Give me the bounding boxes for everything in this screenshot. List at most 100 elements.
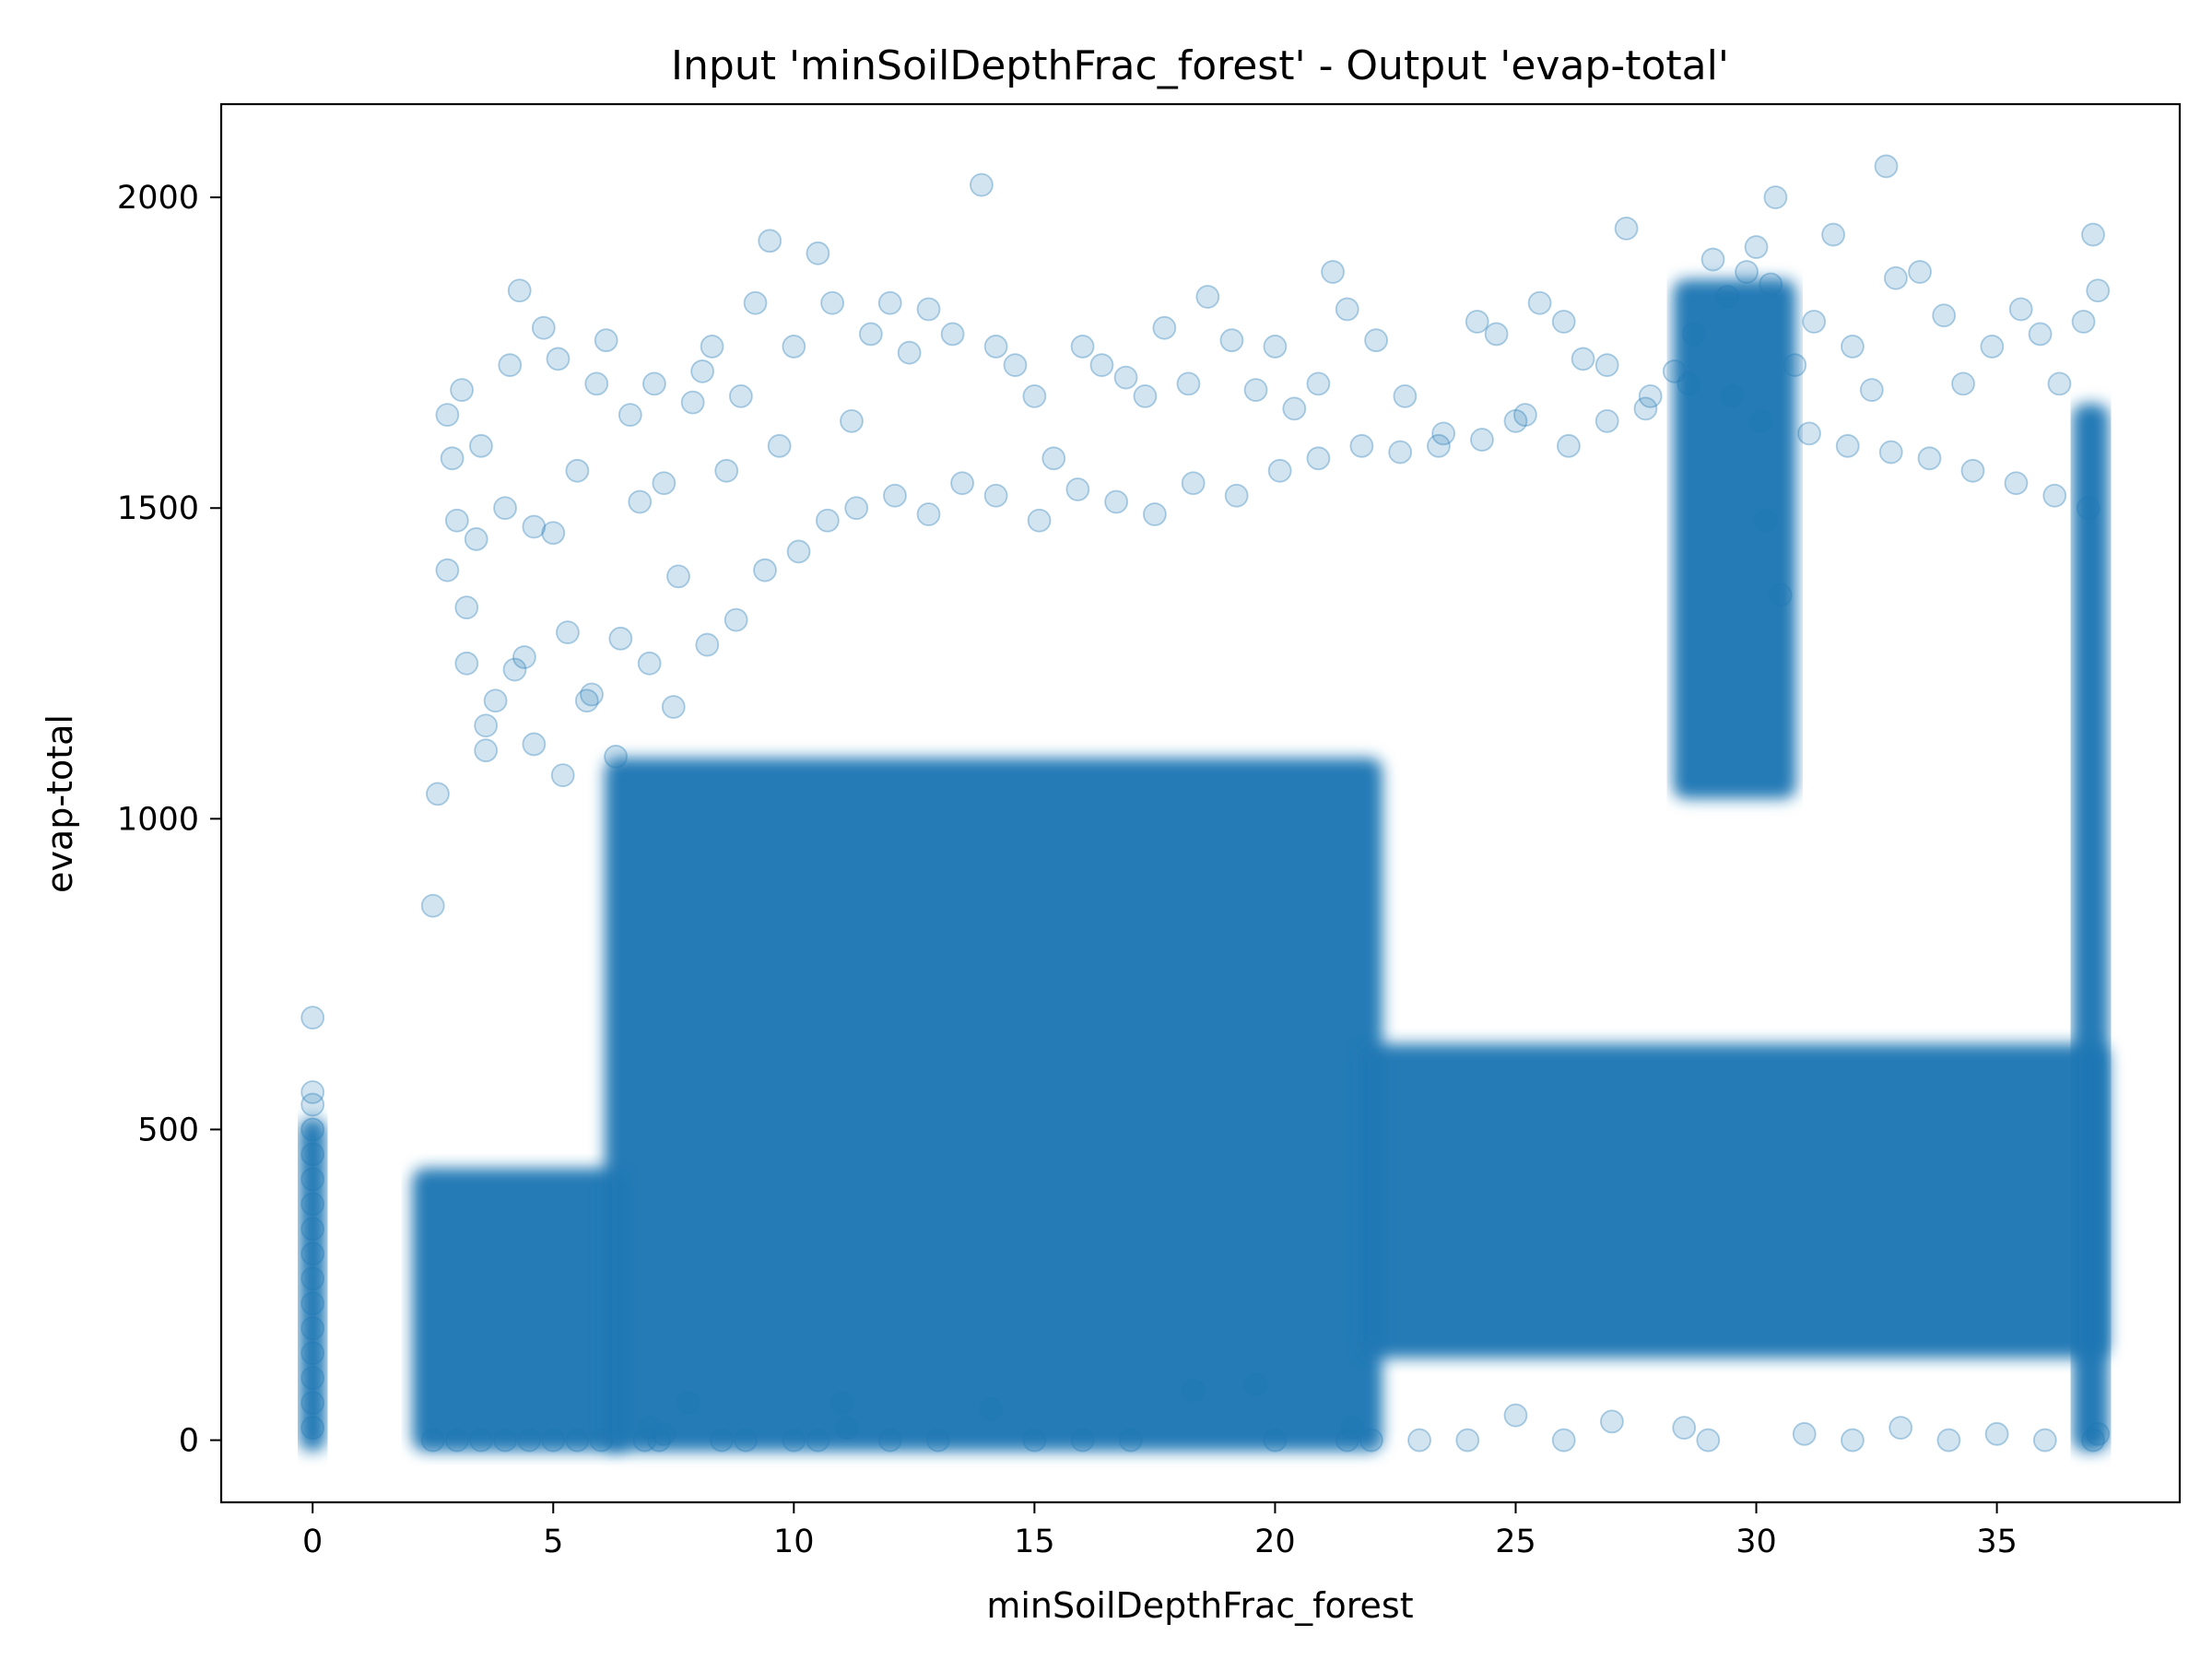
scatter-point bbox=[1551, 1428, 1576, 1453]
scatter-point bbox=[834, 1416, 859, 1440]
scatter-point bbox=[1662, 359, 1687, 383]
scatter-point bbox=[1022, 383, 1047, 408]
x-axis-ticks: 0 5 10 15 20 25 30 35 bbox=[302, 1502, 2018, 1560]
scatter-point bbox=[1393, 383, 1418, 408]
scatter-point bbox=[493, 496, 517, 521]
scatter-point bbox=[604, 745, 629, 769]
scatter-point bbox=[420, 1428, 445, 1453]
scatter-point bbox=[300, 1416, 325, 1440]
scatter-point bbox=[300, 1192, 325, 1217]
scatter-point bbox=[858, 322, 883, 347]
scatter-point bbox=[897, 340, 922, 365]
scatter-point bbox=[700, 335, 724, 359]
scatter-point bbox=[300, 1291, 325, 1316]
scatter-point bbox=[647, 1428, 672, 1453]
dense-region bbox=[605, 758, 1382, 1452]
scatter-point bbox=[300, 1117, 325, 1142]
scatter-point bbox=[844, 496, 869, 521]
scatter-point bbox=[1783, 353, 1807, 378]
scatter-point bbox=[300, 1080, 325, 1104]
scatter-point bbox=[1681, 322, 1706, 347]
scatter-point bbox=[440, 446, 465, 471]
scatter-point bbox=[782, 335, 806, 359]
dense-region bbox=[1359, 1043, 2110, 1359]
scatter-point bbox=[546, 347, 571, 371]
y-tick-label: 2000 bbox=[117, 180, 199, 217]
scatter-point bbox=[1224, 483, 1249, 508]
scatter-points bbox=[300, 154, 2111, 1453]
scatter-point bbox=[507, 278, 532, 303]
scatter-point bbox=[1551, 310, 1576, 334]
scatter-point bbox=[464, 527, 488, 551]
scatter-point bbox=[806, 241, 830, 265]
scatter-point bbox=[1768, 582, 1793, 607]
scatter-point bbox=[474, 738, 499, 763]
x-tick-label: 0 bbox=[302, 1524, 323, 1560]
scatter-point bbox=[1527, 290, 1552, 315]
scatter-point bbox=[2071, 310, 2096, 334]
scatter-point bbox=[1614, 216, 1639, 241]
scatter-point bbox=[594, 328, 618, 353]
scatter-point bbox=[420, 893, 445, 918]
scatter-point bbox=[1041, 446, 1066, 471]
scatter-point bbox=[767, 433, 792, 458]
scatter-point bbox=[1874, 154, 1899, 179]
scatter-point bbox=[618, 403, 642, 428]
scatter-point bbox=[483, 688, 508, 713]
scatter-point bbox=[1720, 383, 1745, 408]
scatter-point bbox=[1470, 428, 1494, 452]
scatter-point bbox=[782, 1428, 806, 1453]
scatter-point bbox=[1594, 408, 1619, 433]
scatter-point bbox=[1431, 421, 1456, 446]
scatter-point bbox=[550, 763, 575, 788]
scatter-point bbox=[2081, 1428, 2105, 1453]
y-axis-ticks: 0 500 1000 1500 2000 bbox=[117, 180, 221, 1460]
scatter-point bbox=[608, 626, 633, 651]
scatter-point bbox=[469, 1428, 493, 1453]
scatter-point bbox=[642, 371, 666, 396]
scatter-point bbox=[1003, 353, 1028, 378]
scatter-point bbox=[1133, 383, 1158, 408]
scatter-point bbox=[1672, 1416, 1697, 1440]
scatter-point bbox=[1571, 347, 1595, 371]
scatter-point bbox=[840, 408, 864, 433]
scatter-point bbox=[1696, 1428, 1721, 1453]
scatter-point bbox=[1195, 285, 1220, 309]
scatter-point bbox=[1638, 383, 1663, 408]
scatter-point bbox=[1427, 433, 1451, 458]
scatter-point bbox=[1104, 489, 1129, 514]
scatter-point bbox=[983, 335, 1008, 359]
scatter-point bbox=[940, 322, 965, 347]
scatter-point bbox=[1557, 433, 1581, 458]
scatter-point bbox=[710, 1428, 734, 1453]
scatter-point bbox=[1065, 477, 1090, 501]
scatter-point bbox=[1744, 235, 1769, 259]
scatter-point bbox=[1841, 1428, 1865, 1453]
scatter-point bbox=[1884, 265, 1908, 290]
scatter-point bbox=[637, 1416, 662, 1440]
scatter-point bbox=[1118, 1428, 1143, 1453]
scatter-point bbox=[1388, 440, 1413, 465]
dense-region bbox=[412, 1168, 628, 1452]
scatter-point bbox=[758, 229, 782, 253]
scatter-point bbox=[1243, 1371, 1268, 1396]
scatter-point bbox=[728, 383, 753, 408]
scatter-point bbox=[1022, 1428, 1047, 1453]
scatter-point bbox=[574, 688, 599, 713]
scatter-point bbox=[1465, 310, 1489, 334]
scatter-point bbox=[1181, 1378, 1206, 1403]
scatter-point bbox=[1888, 1416, 1913, 1440]
scatter-point bbox=[1321, 260, 1345, 284]
scatter-point bbox=[1359, 1428, 1383, 1453]
scatter-point bbox=[815, 508, 840, 533]
scatter-point bbox=[1306, 446, 1331, 471]
scatter-point bbox=[2086, 278, 2111, 303]
scatter-point bbox=[1152, 315, 1177, 340]
scatter-point bbox=[300, 1167, 325, 1192]
scatter-point bbox=[820, 290, 844, 315]
y-tick-label: 1000 bbox=[117, 801, 199, 838]
scatter-point bbox=[1455, 1428, 1480, 1453]
scatter-point bbox=[916, 297, 941, 322]
scatter-point bbox=[1792, 1421, 1817, 1446]
